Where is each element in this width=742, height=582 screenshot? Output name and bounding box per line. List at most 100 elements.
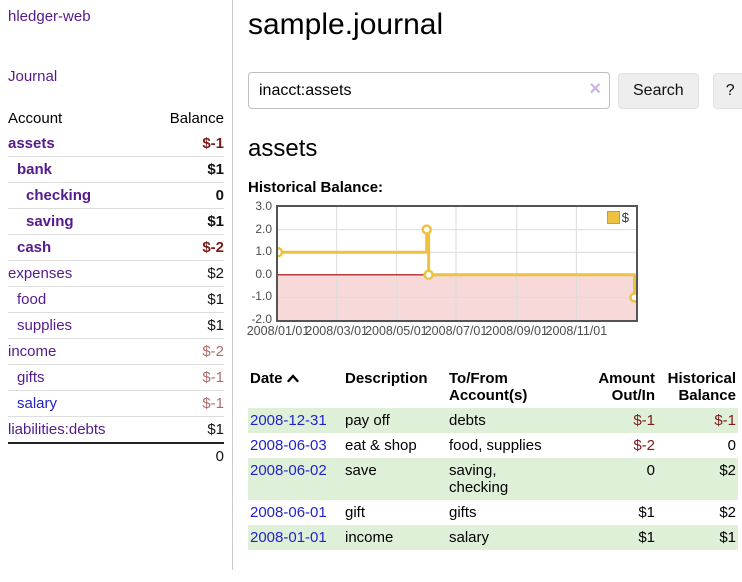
account-link[interactable]: bank: [17, 161, 53, 178]
balance-column-header: Historical Balance: [667, 370, 736, 404]
search-input-wrapper: ×: [248, 72, 610, 109]
account-row: gifts $-1: [8, 364, 224, 390]
account-balance: $-2: [202, 239, 224, 256]
y-tick-label: -2.0: [251, 312, 272, 326]
x-tick-label: 2008/09/01: [485, 324, 548, 338]
account-link[interactable]: gifts: [17, 369, 45, 386]
main-content: sample.journal × Search ? assets Histori…: [233, 0, 742, 570]
chart-label: Historical Balance:: [248, 179, 384, 196]
page-title: sample.journal: [248, 8, 444, 41]
total-balance: 0: [215, 448, 224, 465]
help-button[interactable]: ?: [712, 72, 742, 109]
account-link[interactable]: expenses: [8, 265, 73, 282]
transaction-description: save: [345, 462, 377, 479]
y-tick-label: 2.0: [255, 221, 272, 236]
transaction-description: income: [345, 529, 394, 546]
account-link[interactable]: supplies: [17, 317, 73, 334]
accounts-column-header: To/From Account(s): [449, 370, 528, 404]
transaction-accounts: gifts: [449, 504, 477, 521]
chart-canvas: [278, 207, 636, 320]
transaction-row: 2008-06-02 save saving, checking 0 $2: [248, 458, 738, 500]
account-row: food $1: [8, 286, 224, 312]
account-link[interactable]: food: [17, 291, 47, 308]
transaction-balance: $1: [719, 529, 736, 546]
account-link[interactable]: cash: [17, 239, 52, 256]
sidebar: hledger-web Journal Account Balance asse…: [0, 0, 233, 570]
transaction-description: eat & shop: [345, 437, 417, 454]
transaction-date-link[interactable]: 2008-06-01: [250, 504, 327, 521]
account-link[interactable]: salary: [17, 395, 58, 412]
account-link[interactable]: saving: [26, 213, 74, 230]
account-balance: $1: [207, 291, 224, 308]
account-balance: $-1: [202, 369, 224, 386]
transaction-date-link[interactable]: 2008-12-31: [250, 412, 327, 429]
balance-column-header: Balance: [169, 110, 224, 127]
account-column-header: Account: [8, 110, 63, 127]
account-table-header: Account Balance: [8, 106, 224, 131]
account-balance: $1: [207, 213, 224, 230]
clear-search-icon[interactable]: ×: [589, 78, 601, 100]
x-tick-label: 2008/11/01: [545, 324, 608, 338]
account-balance: $-1: [202, 135, 224, 152]
search-input[interactable]: [248, 72, 610, 109]
account-row: income $-2: [8, 338, 224, 364]
transaction-amount: $1: [638, 504, 655, 521]
x-tick-label: 2008/01/01: [246, 324, 310, 338]
account-balance: $-1: [202, 395, 224, 412]
transaction-balance: $2: [719, 462, 736, 479]
y-tick-label: 3.0: [255, 199, 272, 213]
account-link[interactable]: assets: [8, 135, 55, 152]
transaction-description: pay off: [345, 412, 390, 429]
transaction-rows: 2008-12-31 pay off debts $-1 $-1 2008-06-03 ea…: [248, 408, 738, 550]
transaction-table: Date Description To/From Account(s) Amou…: [248, 366, 738, 550]
account-heading: assets: [248, 135, 318, 162]
amount-column-header: Amount Out/In: [598, 370, 655, 404]
transaction-row: 2008-06-03 eat & shop food, supplies $-2 0: [248, 433, 738, 458]
page: hledger-web Journal Account Balance asse…: [0, 0, 742, 570]
account-rows: assets $-1 bank $1 checking 0 saving $1 cash $-2 e…: [8, 131, 224, 442]
account-row: saving $1: [8, 208, 224, 234]
transaction-row: 2008-06-01 gift gifts $1 $2: [248, 500, 738, 525]
account-balance-table: Account Balance assets $-1 bank $1 checking 0…: [8, 106, 224, 442]
transaction-description: gift: [345, 504, 366, 521]
transaction-date-link[interactable]: 2008-01-01: [250, 529, 327, 546]
account-balance: $1: [207, 317, 224, 334]
transaction-accounts: debts: [449, 412, 486, 429]
transaction-date-link[interactable]: 2008-06-02: [250, 462, 327, 479]
transaction-date-link[interactable]: 2008-06-03: [250, 437, 327, 454]
date-column-header[interactable]: Date: [248, 370, 345, 387]
account-link[interactable]: liabilities:debts: [8, 421, 106, 438]
account-row: cash $-2: [8, 234, 224, 260]
account-row: checking 0: [8, 182, 224, 208]
transaction-amount: 0: [646, 462, 655, 479]
description-column-header: Description: [345, 370, 428, 387]
transaction-amount: $1: [638, 529, 655, 546]
search-form: × Search ?: [248, 72, 742, 109]
transaction-amount: $-2: [633, 437, 655, 454]
transaction-row: 2008-01-01 income salary $1 $1: [248, 525, 738, 550]
y-tick-label: 0.0: [255, 266, 272, 281]
account-balance: $1: [207, 161, 224, 178]
x-tick-label: 2008/03/01: [305, 324, 368, 338]
transaction-accounts: salary: [449, 529, 490, 546]
transaction-table-header: Date Description To/From Account(s) Amou…: [248, 366, 738, 408]
x-tick-label: 2008/07/01: [424, 324, 488, 338]
y-tick-label: 1.0: [255, 244, 272, 259]
account-link[interactable]: income: [8, 343, 57, 360]
account-balance: $1: [207, 421, 224, 438]
search-button[interactable]: Search: [618, 72, 699, 109]
account-total-row: 0: [8, 442, 224, 469]
chart-y-axis-labels: 3.0 2.0 1.0 0.0 -1.0 -2.0: [248, 199, 276, 326]
account-balance: 0: [215, 187, 224, 204]
chart-plot-area[interactable]: $: [276, 205, 638, 322]
account-balance: $-2: [202, 343, 224, 360]
transaction-balance: $-1: [714, 412, 736, 429]
legend-label: $: [621, 210, 629, 225]
transaction-balance: $2: [719, 504, 736, 521]
account-link[interactable]: checking: [26, 187, 92, 204]
account-row: salary $-1: [8, 390, 224, 416]
app-title-link[interactable]: hledger-web: [8, 8, 91, 25]
transaction-row: 2008-12-31 pay off debts $-1 $-1: [248, 408, 738, 433]
sidebar-item-journal[interactable]: Journal: [8, 68, 58, 85]
transaction-balance: 0: [727, 437, 736, 454]
